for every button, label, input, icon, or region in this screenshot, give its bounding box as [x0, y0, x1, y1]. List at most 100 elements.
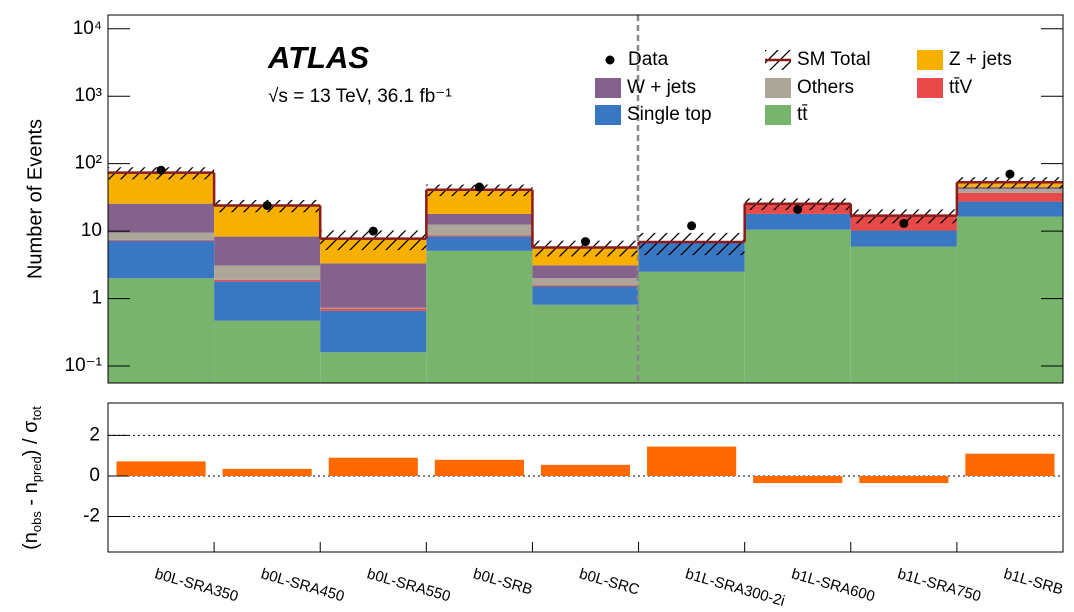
stack-segment — [214, 236, 321, 266]
legend-marker — [605, 55, 615, 65]
y-tick-label: 1 — [91, 288, 102, 309]
label-part: (n — [20, 532, 42, 550]
x-tick-label: b0L-SRA550 — [365, 565, 452, 605]
stack-segment — [532, 278, 639, 286]
data-point — [687, 221, 697, 231]
x-tick-label: b1L-SRA600 — [790, 565, 877, 605]
legend-label: tt̄V — [949, 77, 973, 98]
stack-segment — [426, 250, 533, 383]
y-axis-label: Number of Events — [24, 119, 46, 279]
ratio-bar — [434, 459, 524, 476]
legend-label: SM Total — [797, 49, 871, 70]
stack-segment — [320, 310, 427, 353]
y-tick-label: 10⁻¹ — [65, 355, 103, 376]
ratio-bar — [753, 475, 843, 484]
stack-segment — [850, 246, 957, 383]
stack-segment — [532, 285, 639, 287]
data-point — [156, 165, 166, 175]
legend-swatch — [765, 105, 791, 125]
y-tick-label: 10⁴ — [73, 18, 102, 39]
data-point — [581, 237, 590, 247]
legend-label: W + jets — [627, 77, 696, 98]
stack-segment — [532, 304, 639, 383]
ratio-bar — [116, 461, 206, 476]
stack-segment — [426, 224, 533, 236]
stack-segment — [320, 263, 427, 308]
y-tick-label: 10 — [81, 220, 102, 241]
stack-segment — [426, 236, 533, 251]
legend-label: Single top — [627, 104, 712, 125]
stack-segment — [744, 213, 851, 230]
stack-segment — [108, 239, 215, 241]
ratio-bar — [647, 446, 737, 476]
label-subscript: pred — [29, 456, 44, 482]
main-plot — [108, 165, 1063, 383]
x-tick-label: b0L-SRA350 — [153, 565, 240, 605]
ratio-bar — [222, 468, 312, 476]
energy-label: √s = 13 TeV, 36.1 fb⁻¹ — [268, 86, 452, 107]
stack-segment — [108, 278, 215, 383]
label-subscript: obs — [29, 511, 44, 532]
legend-label: Others — [797, 77, 854, 98]
stack-segment — [956, 216, 1063, 383]
ratio-bar — [540, 464, 631, 476]
y-tick-label: -2 — [83, 506, 100, 527]
stack-segment — [426, 213, 533, 225]
stack-segment — [956, 201, 1063, 217]
stack-segment — [320, 307, 427, 309]
stack-segment — [638, 271, 745, 383]
stack-segment — [532, 286, 639, 305]
y-tick-label: 10³ — [75, 85, 102, 106]
y-tick-label: 0 — [89, 465, 100, 486]
stack-segment — [214, 279, 321, 282]
ratio-y-axis-label: (nobs - npred) / σtot — [20, 406, 44, 550]
stack-segment — [320, 352, 427, 383]
stack-segment — [744, 229, 851, 383]
stack-segment — [108, 232, 215, 240]
atlas-label: ATLAS — [267, 40, 369, 75]
uncertainty-band — [638, 232, 745, 256]
ratio-plot — [108, 434, 1063, 518]
legend-swatch — [917, 78, 943, 98]
stack-segment — [850, 230, 957, 247]
stack-segment — [956, 192, 1063, 202]
stack-segment — [214, 320, 321, 383]
label-part: - n — [20, 482, 42, 511]
stack-segment — [108, 240, 215, 279]
y-tick-label: 10² — [75, 153, 102, 174]
data-point — [1005, 169, 1015, 179]
data-point — [474, 182, 484, 192]
stack-segment — [214, 281, 321, 321]
stack-segment — [214, 265, 321, 280]
x-tick-label: b1L-SRA750 — [896, 565, 983, 605]
ratio-bar — [859, 475, 949, 484]
label-part: ) / σ — [20, 420, 42, 456]
data-point — [793, 204, 803, 214]
legend-label: Z + jets — [949, 49, 1012, 70]
stack-segment — [956, 189, 1063, 193]
x-tick-label: b0L-SRA450 — [259, 565, 346, 605]
x-tick-label: b1L-SRA300-2i — [683, 565, 786, 610]
uncertainty-band — [320, 230, 427, 251]
x-tick-label: b0L-SRC — [577, 565, 641, 598]
ratio-frame — [107, 402, 1064, 553]
legend-swatch — [765, 78, 791, 98]
ratio-bar — [965, 453, 1055, 476]
stack-segment — [320, 308, 427, 311]
stack-segment — [532, 265, 639, 279]
legend-label: Data — [628, 49, 669, 70]
x-tick-label: b0L-SRB — [471, 565, 534, 598]
label-subscript: tot — [29, 406, 44, 421]
y-tick-label: 2 — [89, 424, 100, 445]
legend-swatch — [917, 50, 943, 70]
data-point — [262, 200, 272, 210]
main-frame — [107, 14, 1064, 384]
legend-swatch — [595, 78, 621, 98]
stack-segment — [108, 203, 215, 233]
legend-label: tt̄ — [797, 104, 808, 125]
x-tick-label: b1L-SRB — [1002, 565, 1065, 598]
stack-segment — [426, 235, 533, 237]
data-point — [368, 226, 378, 236]
legend-swatch — [595, 105, 621, 125]
